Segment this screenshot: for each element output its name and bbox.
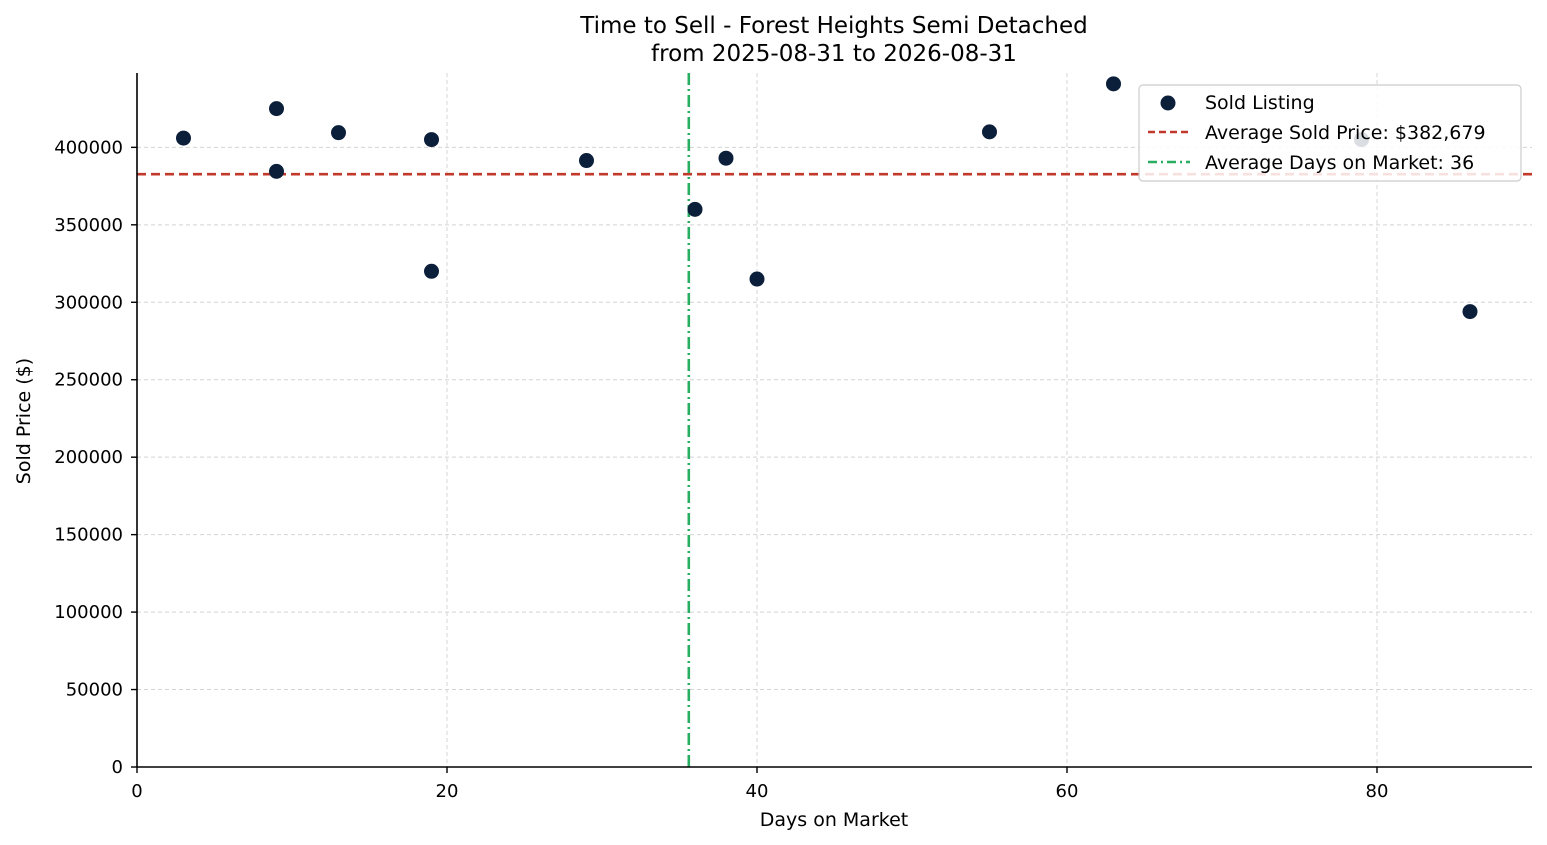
legend-label-sold-listing: Sold Listing — [1205, 92, 1315, 114]
y-tick-label: 0 — [112, 757, 123, 778]
legend-marker-sold-listing — [1160, 95, 1176, 111]
data-point — [1106, 76, 1121, 92]
x-tick-label: 20 — [436, 781, 459, 802]
y-tick-label: 50000 — [66, 680, 123, 701]
y-tick-label: 100000 — [54, 602, 123, 623]
data-point — [424, 132, 439, 148]
y-tick-label: 150000 — [54, 525, 123, 546]
y-tick-label: 200000 — [54, 447, 123, 468]
data-point — [424, 263, 439, 279]
x-tick-label: 60 — [1056, 781, 1079, 802]
x-tick-label: 80 — [1366, 781, 1389, 802]
y-tick-label: 250000 — [54, 370, 123, 391]
axes: 0 20 40 60 80 0 50000 100000 150000 200000 250000 3… — [54, 73, 1532, 802]
data-point — [687, 201, 703, 217]
legend-box — [1138, 84, 1522, 182]
data-point — [982, 124, 997, 140]
chart-title-line-2: from 2025-08-31 to 2026-08-31 — [651, 41, 1017, 67]
y-tick-label: 350000 — [54, 215, 123, 236]
data-point — [579, 153, 594, 169]
legend-label-avg-price: Average Sold Price: $382,679 — [1205, 122, 1486, 144]
data-point — [749, 271, 765, 287]
legend-label-avg-days: Average Days on Market: 36 — [1205, 152, 1474, 174]
y-axis-label: Sold Price ($) — [13, 358, 35, 484]
data-point — [269, 101, 284, 117]
data-point — [269, 163, 284, 179]
y-tick-label: 300000 — [54, 292, 123, 313]
legend: Sold Listing Average Sold Price: $382,67… — [1138, 84, 1522, 182]
chart-title-line-1: Time to Sell - Forest Heights Semi Detac… — [579, 13, 1087, 39]
data-point — [718, 150, 734, 166]
y-tick-label: 400000 — [54, 137, 123, 158]
data-point — [1462, 304, 1478, 320]
x-tick-label: 0 — [131, 781, 142, 802]
data-point — [331, 125, 346, 141]
grid-lines — [137, 73, 1532, 767]
x-axis-label: Days on Market — [760, 809, 908, 831]
data-point — [176, 130, 191, 146]
x-tick-label: 40 — [746, 781, 769, 802]
